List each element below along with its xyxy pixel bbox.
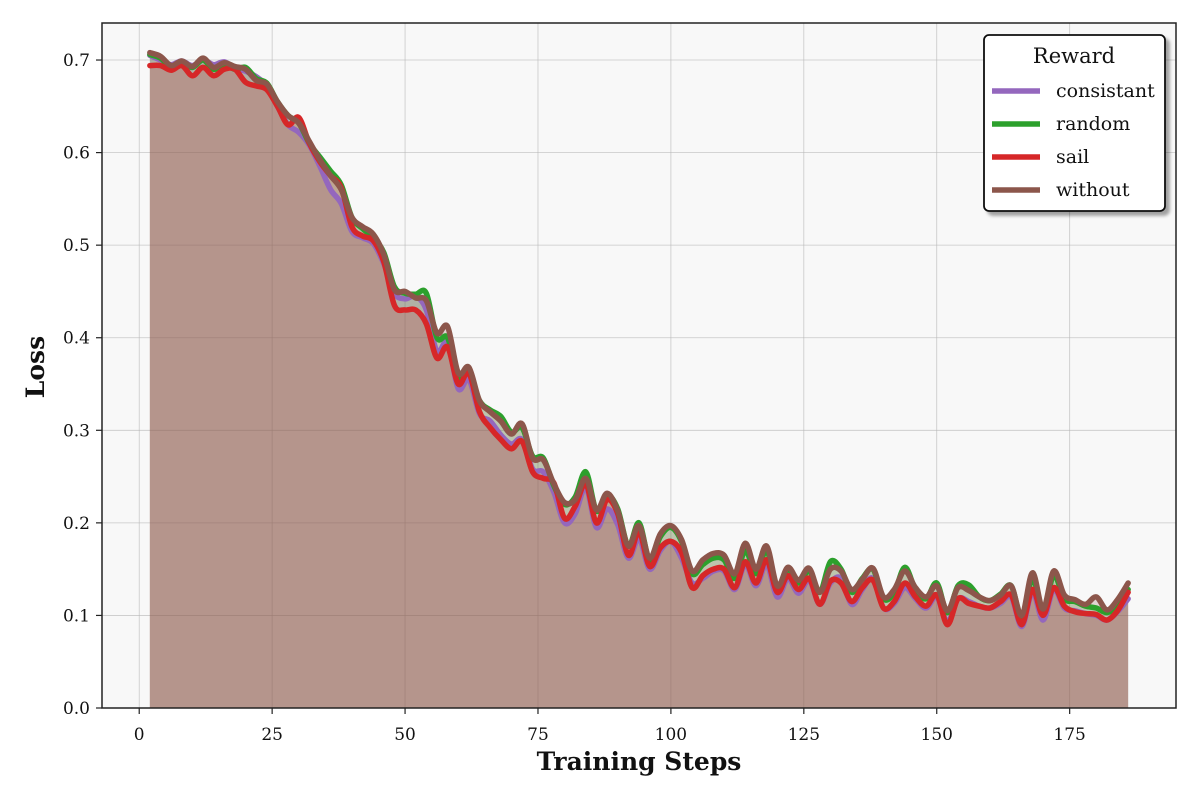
y-tick-label: 0.2 <box>63 514 90 534</box>
legend-title: Reward <box>1033 44 1115 68</box>
area-fill-random <box>149 54 1129 708</box>
area-fill-consistant <box>149 55 1129 708</box>
y-axis-title: Loss <box>21 336 50 398</box>
plot-frame <box>101 22 1177 709</box>
area-fill-sail <box>149 65 1129 708</box>
x-axis-ticks: 0 25 50 75 100 125 150 175 <box>134 708 1086 745</box>
y-tick-label: 0.3 <box>63 421 90 441</box>
legend-label-random: random <box>1056 113 1130 135</box>
y-tick-label: 0.0 <box>63 699 90 719</box>
legend-label-consistant: consistant <box>1056 80 1155 102</box>
legend-items: consistant random sail without <box>992 80 1155 201</box>
x-tick-label: 50 <box>394 725 416 745</box>
x-tick-label: 100 <box>655 725 687 745</box>
legend-box <box>983 34 1166 212</box>
y-tick-label: 0.7 <box>63 51 90 71</box>
y-tick-label: 0.6 <box>63 144 90 164</box>
legend-label-sail: sail <box>1056 146 1089 168</box>
x-axis-title: Training Steps <box>537 747 742 776</box>
legend: Reward consistant random sail without <box>983 34 1166 212</box>
y-tick-label: 0.5 <box>63 236 90 256</box>
y-tick-label: 0.1 <box>63 606 90 626</box>
x-tick-label: 25 <box>261 725 283 745</box>
y-tick-label: 0.4 <box>63 329 90 349</box>
area-fills <box>149 52 1129 708</box>
legend-label-without: without <box>1056 179 1130 201</box>
x-tick-label: 125 <box>788 725 820 745</box>
x-tick-label: 75 <box>527 725 549 745</box>
y-axis-ticks: 0.0 0.1 0.2 0.3 0.4 0.5 0.6 0.7 <box>63 51 102 719</box>
series-lines <box>147 49 1131 630</box>
area-fill-without <box>149 52 1129 708</box>
x-tick-label: 175 <box>1053 725 1085 745</box>
series-line-without <box>147 49 1131 619</box>
x-tick-label: 150 <box>921 725 953 745</box>
x-tick-label: 0 <box>134 725 145 745</box>
